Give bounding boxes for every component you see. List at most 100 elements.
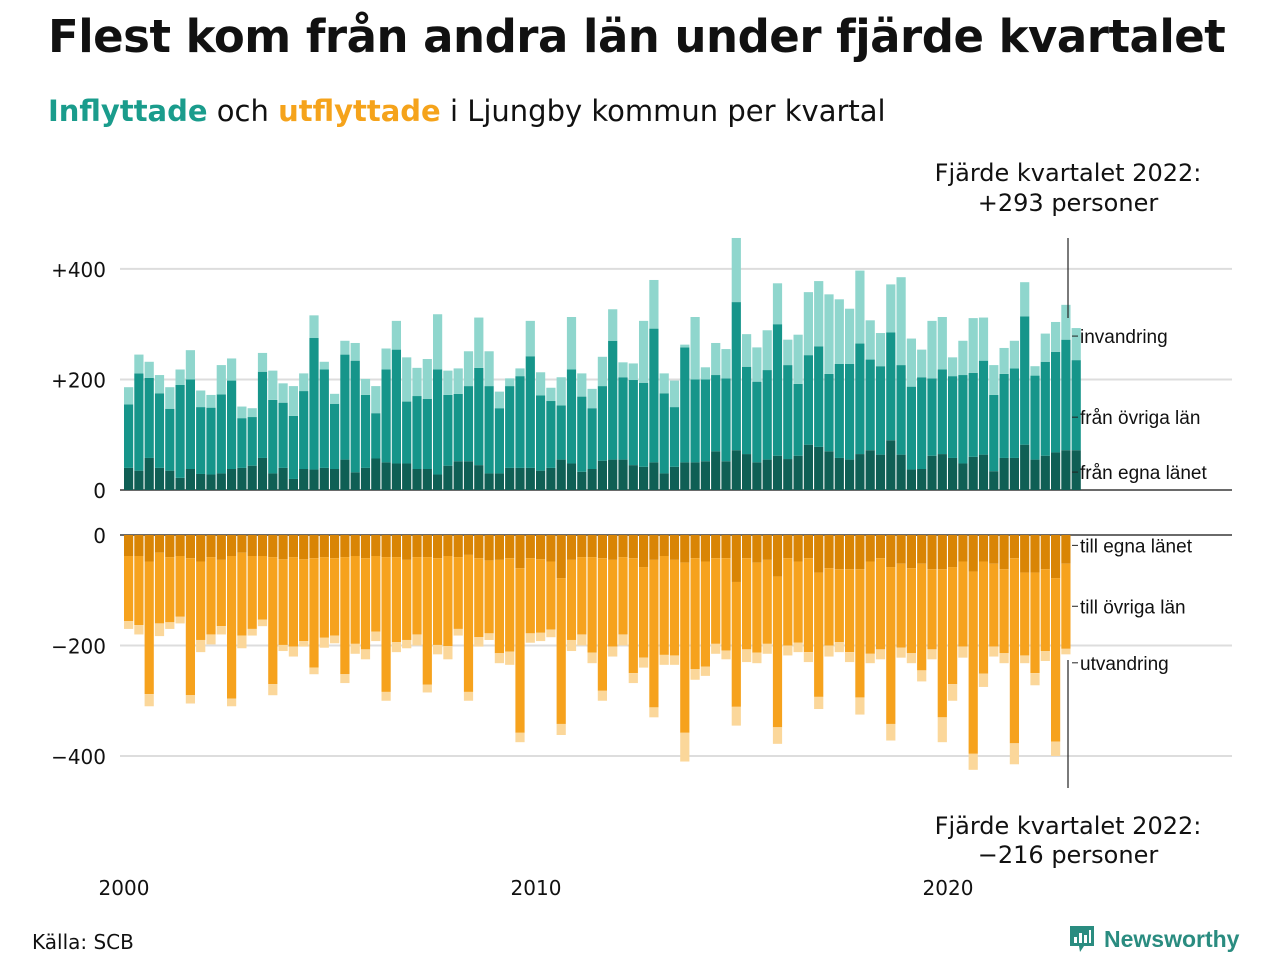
- bar-outflow-emigration: [721, 650, 731, 660]
- subtitle-and-word: och: [216, 94, 269, 128]
- y-tick-label-top: +400: [51, 258, 106, 282]
- bar-inflow-other: [484, 386, 494, 474]
- bar-inflow-other: [360, 394, 371, 468]
- bar-outflow-emigration: [443, 646, 453, 660]
- bar-inflow-other: [948, 376, 958, 458]
- bar-inflow-own: [206, 474, 216, 490]
- bar-inflow-immigration: [649, 279, 659, 329]
- bar-inflow-own: [608, 459, 618, 490]
- bar-outflow-own: [762, 535, 772, 560]
- bar-inflow-immigration: [1051, 321, 1061, 352]
- bar-inflow-own: [391, 463, 401, 490]
- bar-outflow-other: [536, 559, 546, 633]
- bar-outflow-other: [494, 559, 504, 654]
- bar-outflow-emigration: [474, 637, 484, 647]
- bar-inflow-other: [669, 407, 680, 467]
- bar-inflow-own: [865, 450, 875, 490]
- bar-outflow-other: [402, 559, 412, 640]
- bar-inflow-immigration: [762, 330, 772, 371]
- y-tick-label-bottom: −400: [51, 745, 106, 769]
- bar-outflow-own: [165, 535, 175, 558]
- subtitle-outflow-word: utflyttade: [278, 94, 441, 128]
- bar-outflow-own: [865, 535, 875, 562]
- bar-outflow-own: [1030, 535, 1040, 573]
- bar-inflow-other: [515, 376, 525, 468]
- bar-outflow-other: [1061, 563, 1071, 649]
- bar-inflow-own: [505, 467, 515, 490]
- bar-outflow-own: [216, 535, 226, 560]
- bar-inflow-other: [1051, 351, 1061, 453]
- bar-inflow-own: [1009, 457, 1019, 490]
- bar-outflow-own: [814, 535, 824, 573]
- bar-outflow-other: [814, 572, 824, 697]
- bar-outflow-other: [566, 559, 577, 640]
- bar-outflow-other: [391, 557, 401, 643]
- bar-inflow-immigration: [1030, 366, 1040, 376]
- bar-outflow-own: [525, 535, 535, 559]
- bar-inflow-immigration: [391, 320, 401, 350]
- bar-inflow-other: [340, 354, 350, 460]
- bar-inflow-own: [597, 460, 607, 490]
- subtitle-inflow-word: Inflyttade: [48, 94, 208, 128]
- bar-inflow-other: [875, 366, 886, 455]
- bar-inflow-immigration: [237, 406, 247, 419]
- bar-outflow-own: [958, 535, 968, 562]
- bar-inflow-other: [505, 386, 515, 468]
- bar-outflow-other: [896, 563, 906, 648]
- bar-outflow-own: [608, 535, 618, 560]
- bar-inflow-immigration: [443, 370, 453, 395]
- bar-inflow-own: [381, 462, 391, 490]
- bar-outflow-emigration: [886, 723, 896, 741]
- bar-inflow-own: [742, 454, 752, 490]
- bar-outflow-own: [948, 535, 958, 568]
- bar-outflow-own: [124, 535, 134, 556]
- newsworthy-logo: Newsworthy: [1068, 924, 1239, 954]
- bar-outflow-own: [227, 535, 237, 556]
- bar-outflow-emigration: [700, 666, 710, 676]
- y-tick-label-bottom: 0: [93, 524, 106, 548]
- bar-inflow-immigration: [659, 373, 669, 394]
- bar-outflow-emigration: [340, 674, 350, 684]
- bar-inflow-immigration: [937, 317, 947, 370]
- bar-inflow-other: [319, 369, 329, 468]
- bar-outflow-own: [690, 535, 700, 559]
- bar-inflow-other: [299, 391, 309, 469]
- bar-inflow-own: [566, 463, 577, 490]
- bar-outflow-other: [299, 559, 309, 642]
- bar-outflow-other: [752, 562, 762, 653]
- bar-inflow-immigration: [731, 237, 741, 303]
- bar-outflow-own: [402, 535, 412, 560]
- bar-inflow-own: [546, 467, 556, 490]
- bar-inflow-own: [185, 468, 195, 490]
- bar-outflow-own: [968, 535, 978, 572]
- bar-inflow-own: [134, 470, 144, 490]
- bar-outflow-other: [134, 555, 144, 626]
- annotation-bottom-line1: Fjärde kvartalet 2022:: [935, 812, 1202, 840]
- bar-outflow-emigration: [566, 639, 577, 652]
- bar-inflow-immigration: [968, 318, 978, 373]
- bar-outflow-emigration: [124, 621, 134, 629]
- bar-inflow-immigration: [134, 354, 144, 374]
- bar-inflow-other: [577, 396, 587, 472]
- bar-outflow-own: [886, 535, 896, 568]
- bar-inflow-immigration: [1040, 333, 1050, 362]
- bar-outflow-other: [268, 557, 278, 685]
- bar-outflow-other: [216, 559, 226, 627]
- bar-inflow-own: [536, 470, 546, 490]
- bar-outflow-emigration: [453, 628, 463, 636]
- bar-outflow-emigration: [896, 647, 906, 658]
- bar-inflow-other: [1040, 361, 1050, 456]
- chart-title: Flest kom från andra län under fjärde kv…: [48, 10, 1226, 63]
- bar-outflow-other: [978, 561, 989, 674]
- bar-outflow-emigration: [546, 629, 556, 638]
- bar-outflow-own: [443, 535, 453, 556]
- bar-inflow-other: [154, 393, 165, 468]
- bar-outflow-emigration: [659, 654, 669, 665]
- bar-outflow-own: [680, 535, 690, 563]
- bar-outflow-own: [649, 535, 659, 560]
- bar-outflow-own: [546, 535, 556, 562]
- bar-outflow-other: [505, 558, 515, 652]
- bar-inflow-immigration: [288, 386, 298, 416]
- bar-inflow-other: [721, 378, 731, 462]
- bar-outflow-own: [340, 535, 350, 558]
